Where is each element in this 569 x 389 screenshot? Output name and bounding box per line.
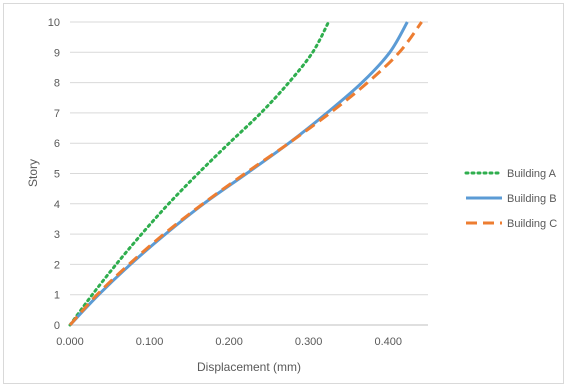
y-tick-labels: 0 1 2 3 4 5 6 7 8 9 10	[48, 17, 60, 332]
legend-label: Building B	[507, 193, 557, 205]
x-axis-title: Displacement (mm)	[197, 360, 301, 374]
y-tick-label: 8	[54, 78, 60, 90]
y-tick-label: 4	[54, 199, 60, 211]
x-tick-label: 0.000	[56, 336, 84, 348]
y-tick-label: 0	[54, 320, 60, 332]
series-line-building-c	[68, 21, 423, 326]
legend-label: Building C	[507, 218, 557, 230]
x-tick-label: 0.200	[215, 336, 243, 348]
y-tick-label: 10	[48, 17, 60, 29]
y-tick-label: 3	[54, 229, 60, 241]
y-tick-label: 1	[54, 290, 60, 302]
legend-label: Building A	[507, 168, 557, 180]
x-tick-labels: 0.000 0.100 0.200 0.300 0.400	[56, 336, 402, 348]
y-tick-label: 5	[54, 169, 60, 181]
legend: Building A Building B Building C	[464, 168, 557, 230]
y-tick-label: 6	[54, 138, 60, 150]
series-lines	[68, 20, 423, 327]
x-tick-label: 0.100	[136, 336, 164, 348]
x-tick-label: 0.300	[295, 336, 323, 348]
y-tick-label: 9	[54, 47, 60, 59]
y-axis-title: Story	[26, 159, 40, 187]
y-tick-label: 7	[54, 108, 60, 120]
series-line-building-a	[68, 20, 331, 327]
x-tick-label: 0.400	[374, 336, 402, 348]
y-tick-label: 2	[54, 259, 60, 271]
chart-frame	[3, 3, 564, 384]
